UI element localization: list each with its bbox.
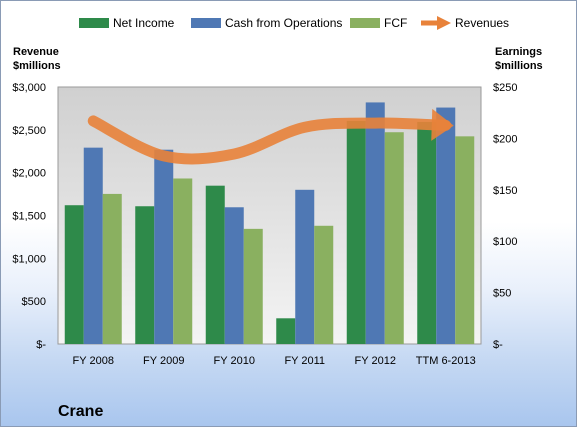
right-axis-title-line2: $millions	[495, 60, 543, 72]
left-tick-label: $3,000	[12, 82, 46, 94]
left-axis-ticks: $- $500 $1,000 $1,500 $2,000 $2,500 $3,000	[12, 82, 46, 351]
legend-label-cfo: Cash from Operations	[225, 16, 342, 30]
bar-net-income	[347, 121, 366, 344]
legend: Net Income Cash from Operations FCF Reve…	[79, 16, 509, 30]
bar-cash-from-operations	[225, 207, 244, 344]
right-tick-label: $50	[493, 288, 511, 300]
left-tick-label: $2,500	[12, 125, 46, 137]
category-label: TTM 6-2013	[416, 355, 476, 367]
right-axis-title-line1: Earnings	[495, 46, 542, 58]
x-axis-labels: FY 2008 FY 2009 FY 2010 FY 2011 FY 2012 TTM 6…	[73, 355, 476, 367]
bar-cash-from-operations	[366, 102, 385, 344]
right-tick-label: $200	[493, 133, 517, 145]
right-tick-label: $100	[493, 236, 517, 248]
legend-label-net-income: Net Income	[113, 16, 175, 30]
bar-net-income	[206, 186, 225, 344]
right-tick-label: $150	[493, 185, 517, 197]
bar-fcf	[455, 136, 474, 344]
left-tick-label: $500	[22, 296, 46, 308]
company-name: Crane	[58, 403, 103, 420]
right-tick-label: $250	[493, 82, 517, 94]
legend-swatch-net-income	[79, 18, 109, 28]
bar-net-income	[276, 318, 295, 344]
legend-swatch-fcf	[350, 18, 380, 28]
category-label: FY 2011	[284, 355, 325, 367]
bar-cash-from-operations	[154, 150, 173, 344]
legend-label-revenues: Revenues	[455, 16, 509, 30]
bar-cash-from-operations	[295, 190, 314, 344]
category-label: FY 2012	[355, 355, 396, 367]
category-label: FY 2010	[214, 355, 255, 367]
left-tick-label: $1,500	[12, 211, 46, 223]
bar-fcf	[314, 226, 333, 344]
bar-fcf	[103, 194, 122, 344]
bar-fcf	[173, 178, 192, 344]
bar-net-income	[65, 205, 84, 344]
legend-label-fcf: FCF	[384, 16, 407, 30]
bar-net-income	[417, 122, 436, 344]
bar-cash-from-operations	[436, 108, 455, 344]
right-axis-ticks: $- $50 $100 $150 $200 $250	[493, 82, 517, 351]
bar-net-income	[135, 206, 154, 344]
legend-swatch-cfo	[191, 18, 221, 28]
bar-cash-from-operations	[84, 148, 103, 344]
left-tick-label: $1,000	[12, 253, 46, 265]
category-label: FY 2008	[73, 355, 114, 367]
legend-arrow-revenues	[437, 16, 451, 30]
bar-fcf	[244, 229, 263, 344]
bar-fcf	[385, 132, 404, 344]
right-tick-label: $-	[493, 339, 503, 351]
left-axis-title-line1: Revenue	[13, 46, 59, 58]
category-label: FY 2009	[143, 355, 184, 367]
left-tick-label: $2,000	[12, 168, 46, 180]
left-tick-label: $-	[36, 339, 46, 351]
left-axis-title-line2: $millions	[13, 60, 61, 72]
